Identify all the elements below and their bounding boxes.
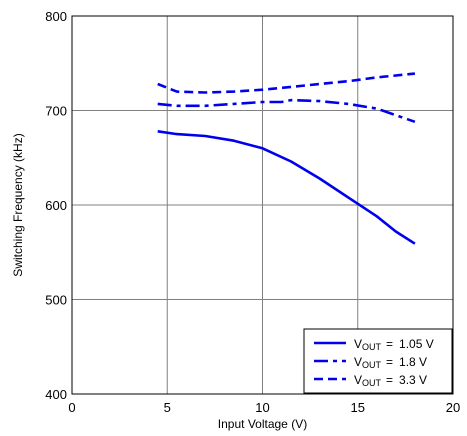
x-tick-label: 20 [446,400,460,415]
x-tick-label: 10 [255,400,269,415]
y-tick-labels: 400 500 600 700 800 [45,9,67,402]
x-tick-label: 15 [351,400,365,415]
y-axis-label: Switching Frequency (kHz) [11,133,25,276]
legend: VOUT = 1.05 V VOUT = 1.8 V VOUT = 3.3 V [303,328,453,394]
y-tick-label: 400 [45,387,67,402]
series-line-3 [157,72,416,94]
x-tick-labels: 0 5 10 15 20 [68,400,460,415]
series-line-1 [157,130,416,245]
y-tick-label: 500 [45,293,67,308]
legend-entry-label: VOUT = 1.05 V [354,337,434,352]
legend-entry-label: VOUT = 3.3 V [354,373,427,388]
plot-frame [71,15,454,395]
x-tick-label: 0 [68,400,75,415]
series-layer [157,72,416,245]
y-tick-label: 600 [45,198,67,213]
x-tick-label: 5 [164,400,171,415]
legend-box [303,328,453,394]
y-tick-label: 800 [45,9,67,24]
x-axis-label: Input Voltage (V) [218,417,307,431]
legend-entry-label: VOUT = 1.8 V [354,355,427,370]
y-tick-label: 700 [45,104,67,119]
